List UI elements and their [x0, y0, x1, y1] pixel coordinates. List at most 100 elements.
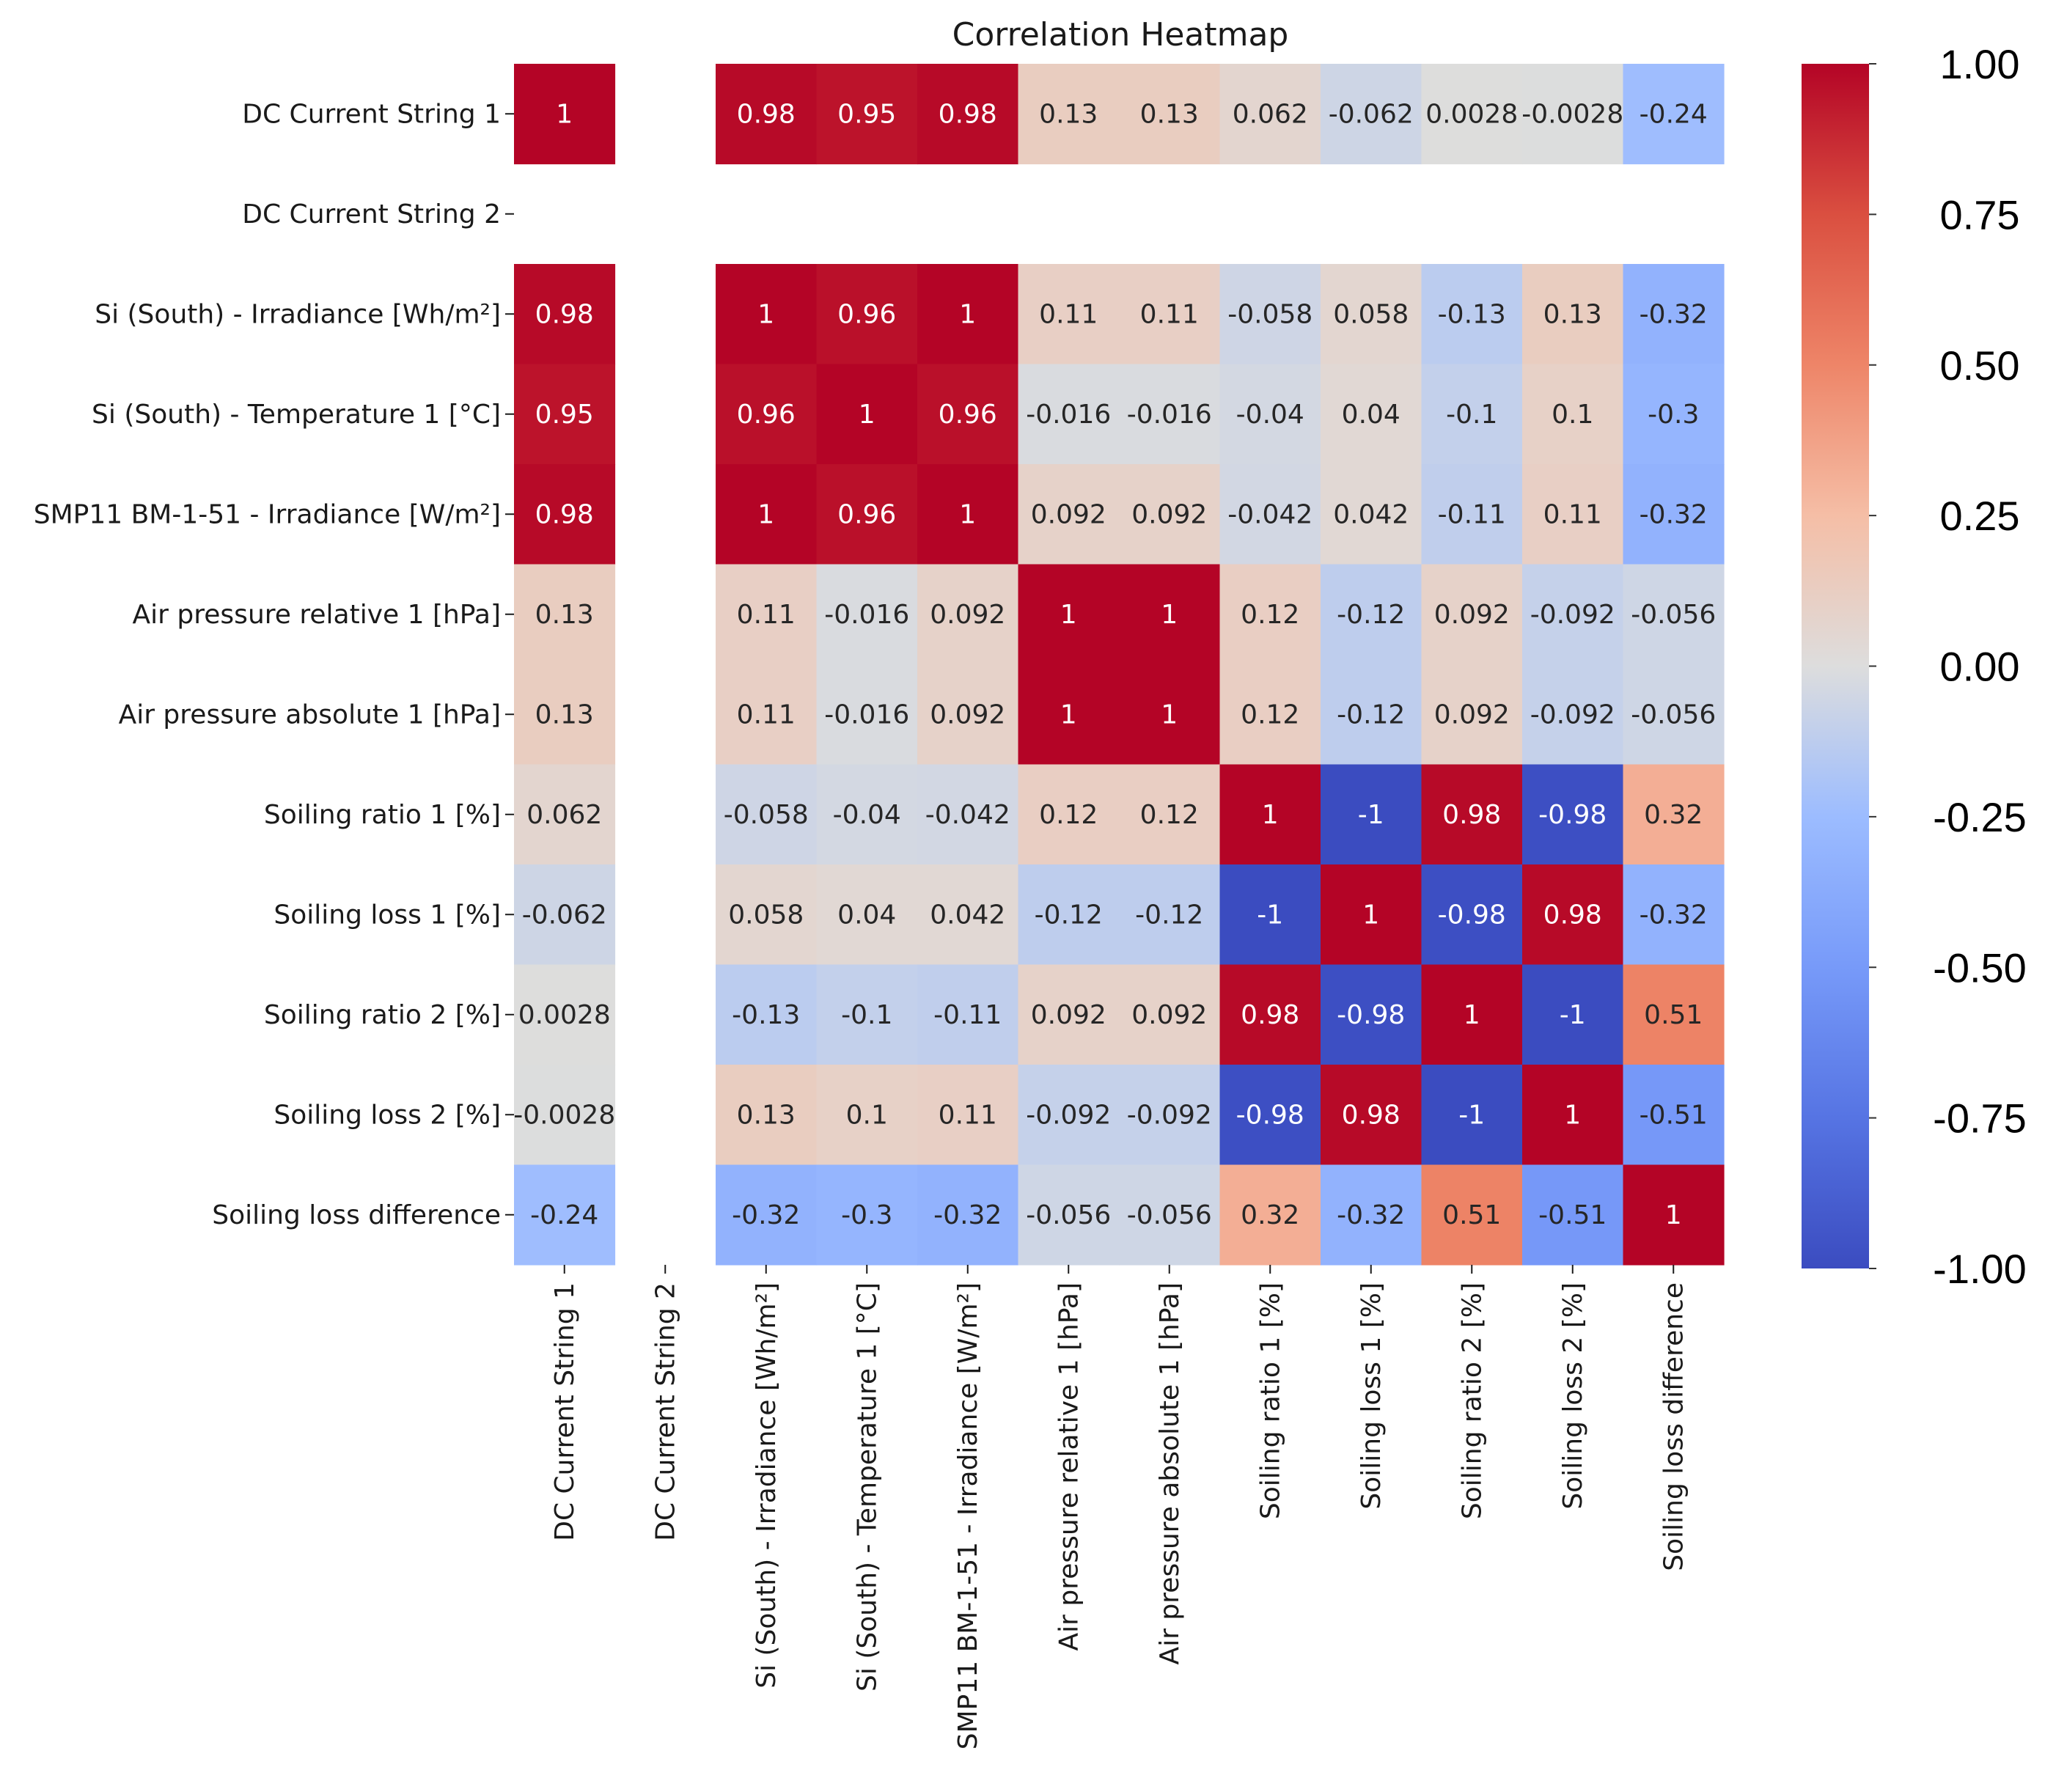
heatmap-cell — [1018, 64, 1120, 165]
row-label: Air pressure absolute 1 [hPa] — [119, 699, 501, 730]
heatmap-cell — [917, 264, 1019, 365]
heatmap-cell — [816, 664, 918, 765]
cell-value-label: 0.98 — [535, 499, 594, 529]
heatmap-cell — [1321, 864, 1422, 966]
cell-value-label: -0.062 — [522, 900, 607, 930]
cell-value-label: -0.51 — [1538, 1200, 1607, 1230]
cell-value-label: -0.0028 — [513, 1100, 615, 1130]
heatmap-cell — [1119, 964, 1221, 1065]
cell-value-label: -0.016 — [824, 600, 909, 630]
cell-value-label: -0.13 — [732, 1000, 800, 1030]
heatmap-cell — [1623, 464, 1725, 565]
heatmap-cell — [917, 564, 1019, 665]
cell-value-label: -0.058 — [724, 800, 809, 830]
colorbar-tick-label: -0.50 — [1933, 944, 2027, 991]
heatmap-cell — [1321, 1065, 1422, 1166]
cell-value-label: 0.04 — [837, 900, 896, 930]
row-label: Soiling loss 2 [%] — [273, 1100, 501, 1130]
cell-value-label: 0.98 — [1342, 1100, 1400, 1130]
cell-value-label: 0.95 — [535, 400, 594, 430]
heatmap-cell — [1623, 64, 1725, 165]
cell-value-label: 0.13 — [535, 699, 594, 730]
cell-value-label: 0.13 — [535, 600, 594, 630]
cell-value-label: 0.1 — [1552, 400, 1593, 430]
cell-value-label: -0.11 — [1438, 499, 1506, 529]
cell-value-label: 0.13 — [1039, 99, 1098, 129]
heatmap-cell — [1219, 364, 1321, 465]
cell-value-label: 0.092 — [1031, 499, 1106, 529]
heatmap-cell — [816, 64, 918, 165]
cell-value-label: -0.51 — [1640, 1100, 1708, 1130]
cell-value-label: 1 — [1161, 699, 1178, 730]
row-label: Air pressure relative 1 [hPa] — [133, 600, 501, 630]
heatmap-cell — [1421, 64, 1523, 165]
column-labels: DC Current String 1 DC Current String 2 Si… — [550, 1265, 1689, 1749]
cell-value-label: -0.32 — [1640, 900, 1708, 930]
cell-value-label: 0.11 — [1039, 299, 1098, 329]
cell-value-label: -0.056 — [1026, 1200, 1111, 1230]
colorbar-tick-label: 1.00 — [1940, 41, 2020, 87]
heatmap-cell — [716, 864, 818, 966]
heatmap-cell — [716, 64, 818, 165]
heatmap-cell — [1623, 664, 1725, 765]
colorbar-tick-label: -1.00 — [1933, 1246, 2027, 1292]
cell-value-label: 0.98 — [1543, 900, 1602, 930]
heatmap-cell — [1421, 1065, 1523, 1166]
colorbar-tick-label: -0.75 — [1933, 1095, 2027, 1142]
column-label: Air pressure absolute 1 [hPa] — [1155, 1282, 1185, 1664]
heatmap-cell — [1623, 964, 1725, 1065]
heatmap-cell — [1421, 464, 1523, 565]
cell-value-label: 0.092 — [930, 600, 1005, 630]
heatmap-cell — [1219, 664, 1321, 765]
cell-value-label: 0.092 — [1131, 1000, 1207, 1030]
cell-value-label: 0.96 — [737, 400, 796, 430]
heatmap-cell — [514, 64, 616, 165]
heatmap-cell — [1522, 264, 1624, 365]
heatmap-cell — [1119, 364, 1221, 465]
cell-value-label: 0.32 — [1644, 800, 1703, 830]
cell-value-label: 0.98 — [737, 99, 796, 129]
cell-value-label: -0.11 — [933, 1000, 1002, 1030]
heatmap-cell — [1018, 764, 1120, 865]
cell-value-label: 0.98 — [535, 299, 594, 329]
cell-value-label: -0.092 — [1530, 699, 1615, 730]
cell-value-label: 1 — [1262, 800, 1279, 830]
cell-value-label: -0.04 — [833, 800, 901, 830]
cell-value-label: 0.04 — [1342, 400, 1400, 430]
cell-value-label: 1 — [556, 99, 573, 129]
heatmap-cell — [1421, 964, 1523, 1065]
heatmap-cell — [917, 664, 1019, 765]
heatmap-cell — [514, 664, 616, 765]
heatmap-cell — [1219, 264, 1321, 365]
heatmap-cell — [816, 564, 918, 665]
heatmap-cell — [1219, 1065, 1321, 1166]
heatmap-cell — [1522, 1164, 1624, 1266]
heatmap-cell — [514, 1164, 616, 1266]
cell-value-label: 1 — [757, 499, 774, 529]
cell-value-label: -0.056 — [1631, 600, 1716, 630]
colorbar-tick-label: -0.25 — [1933, 794, 2027, 840]
column-label: Si (South) - Irradiance [Wh/m²] — [752, 1282, 782, 1689]
heatmap-cell — [1522, 764, 1624, 865]
cell-value-label: -0.056 — [1631, 699, 1716, 730]
cell-value-label: 0.1 — [846, 1100, 888, 1130]
row-labels: DC Current String 1 DC Current String 2 Si… — [34, 99, 514, 1230]
cell-value-label: -0.32 — [732, 1200, 800, 1230]
cell-value-label: 0.12 — [1241, 699, 1299, 730]
cell-value-label: -1 — [1458, 1100, 1485, 1130]
cell-value-label: 0.042 — [1333, 499, 1409, 529]
heatmap-cell — [816, 264, 918, 365]
cell-value-label: -0.092 — [1530, 600, 1615, 630]
heatmap-cell — [514, 964, 616, 1065]
cell-value-label: 0.062 — [1233, 99, 1308, 129]
row-label: Soiling loss difference — [212, 1200, 501, 1230]
heatmap-cell — [1321, 964, 1422, 1065]
cell-value-label: 1 — [959, 299, 976, 329]
heatmap-cell — [1018, 464, 1120, 565]
heatmap-cell — [1623, 1164, 1725, 1266]
cell-value-label: -0.016 — [824, 699, 909, 730]
cell-value-label: 0.13 — [1140, 99, 1199, 129]
cell-value-label: 0.51 — [1442, 1200, 1501, 1230]
heatmap-cell — [716, 964, 818, 1065]
heatmap-cell — [1018, 864, 1120, 966]
